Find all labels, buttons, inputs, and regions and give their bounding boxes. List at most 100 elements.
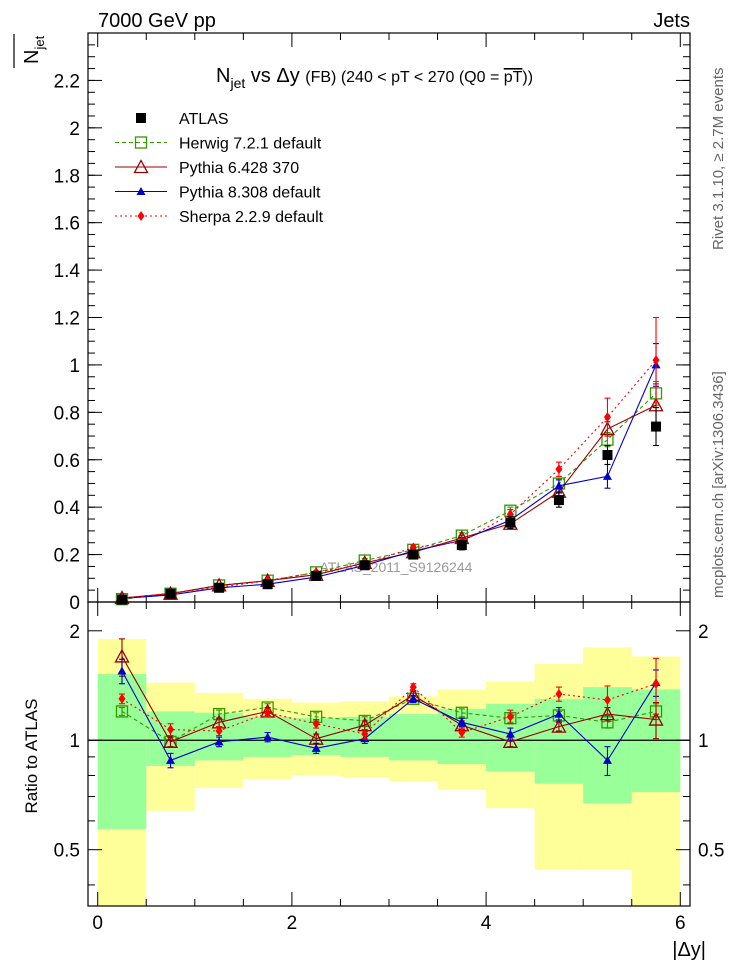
data-point xyxy=(599,706,616,721)
data-point xyxy=(117,666,127,675)
y-tick-label: 1.4 xyxy=(54,261,81,282)
legend-item: Sherpa 2.2.9 default xyxy=(115,209,324,226)
data-point xyxy=(167,724,175,735)
data-point xyxy=(652,678,660,689)
y-tick-label: 0 xyxy=(69,593,80,614)
data-point xyxy=(262,579,273,590)
header-left: 7000 GeV pp xyxy=(98,10,216,32)
y-tick-label: 1.8 xyxy=(54,166,80,187)
data-point xyxy=(602,755,612,764)
data-point xyxy=(115,593,129,606)
ratio-y-tick-label-right: 1 xyxy=(698,731,709,752)
y-tick-label: 2 xyxy=(69,119,80,140)
y-tick-label: 1.2 xyxy=(54,309,80,330)
data-point xyxy=(409,682,417,693)
legend-item: ATLAS xyxy=(136,111,229,128)
main-title: Njet vs Δy (FB) (240 < pT < 270 (Q0 = pT… xyxy=(216,65,533,91)
svg-text:Njet: Njet xyxy=(21,35,47,64)
y-tick-label: 1.6 xyxy=(54,214,80,235)
data-point xyxy=(215,726,223,737)
data-point xyxy=(555,464,563,475)
legend-label: Pythia 8.308 default xyxy=(179,185,321,202)
ratio-y-axis-label: Ratio to ATLAS xyxy=(22,699,41,814)
data-point xyxy=(137,211,145,221)
data-point xyxy=(456,540,467,551)
series-line xyxy=(121,670,657,762)
data-point xyxy=(311,570,322,581)
data-point xyxy=(553,495,564,506)
data-point xyxy=(165,588,176,599)
data-point xyxy=(555,689,563,700)
data-point xyxy=(116,594,127,605)
data-point xyxy=(651,421,662,432)
y-tick-label: 0.8 xyxy=(54,403,80,424)
legend-label: Sherpa 2.2.9 default xyxy=(179,209,324,226)
data-point xyxy=(136,187,146,195)
data-point xyxy=(214,582,225,593)
series-line xyxy=(121,364,657,599)
data-point xyxy=(502,733,518,748)
y-tick-label: 1 xyxy=(69,356,80,377)
data-point xyxy=(134,136,148,149)
data-point xyxy=(361,729,369,740)
data-point xyxy=(603,695,611,706)
ratio-panel: 0.5 0.5 1 1 2 2 0 2 4 6 xyxy=(54,601,724,934)
data-point xyxy=(603,412,611,423)
legend-item: Herwig 7.2.1 default xyxy=(115,136,322,153)
data-point xyxy=(648,711,664,726)
series-line xyxy=(121,683,657,735)
y-tick-label: 0.6 xyxy=(54,451,80,472)
data-point xyxy=(551,718,567,733)
y-tick-label: 0.2 xyxy=(54,546,80,567)
data-point xyxy=(214,737,224,746)
y-tick-label: 2.2 xyxy=(54,71,80,92)
legend-label: Herwig 7.2.1 default xyxy=(179,136,322,153)
data-point xyxy=(118,693,126,704)
y-axis-label: Njet xyxy=(21,35,47,64)
data-point xyxy=(506,711,514,722)
data-point xyxy=(602,471,612,480)
data-point xyxy=(408,694,418,703)
analysis-watermark: ATLAS_2011_S9126244 xyxy=(320,559,473,575)
header-right: Jets xyxy=(653,10,690,32)
data-point xyxy=(505,517,516,528)
data-point xyxy=(115,705,129,718)
data-point xyxy=(458,727,466,738)
data-point xyxy=(602,450,613,461)
data-point xyxy=(311,743,321,752)
data-point xyxy=(359,560,370,571)
data-point xyxy=(312,718,320,729)
legend: ATLAS Herwig 7.2.1 default Pythia 6.428 37… xyxy=(115,111,324,226)
legend-item: Pythia 6.428 370 xyxy=(115,159,299,177)
data-point xyxy=(554,709,564,718)
legend-label: Pythia 6.428 370 xyxy=(179,160,299,177)
data-point xyxy=(457,717,467,726)
data-point xyxy=(554,481,564,490)
legend-item: Pythia 8.308 default xyxy=(115,185,321,202)
x-tick-label: 4 xyxy=(481,913,492,934)
main-panel: 0 0.2 0.4 0.6 0.8 1 1.2 1.4 1.6 1.8 2 2.2 xyxy=(54,32,691,614)
data-point xyxy=(652,355,660,366)
x-tick-label: 0 xyxy=(92,913,103,934)
data-point xyxy=(136,113,146,123)
legend-label: ATLAS xyxy=(179,111,229,128)
ratio-y-tick-label: 1 xyxy=(69,731,80,752)
data-point xyxy=(162,733,179,748)
series-line xyxy=(121,698,657,743)
y-tick-label: 0.4 xyxy=(54,498,81,519)
x-tick-label: 6 xyxy=(675,913,686,934)
ratio-y-tick-label: 0.5 xyxy=(54,841,80,862)
mcplots-label: mcplots.cern.ch [arXiv:1306.3436] xyxy=(710,371,727,598)
x-axis-label: |Δy| xyxy=(672,939,706,961)
x-tick-label: 2 xyxy=(287,913,298,934)
band-green xyxy=(389,714,438,761)
data-point xyxy=(408,549,419,560)
data-point xyxy=(263,732,273,741)
data-point xyxy=(133,159,149,174)
ratio-y-tick-label-right: 0.5 xyxy=(698,841,724,862)
ratio-y-tick-label: 2 xyxy=(69,622,80,643)
series-line xyxy=(121,359,657,600)
ratio-y-tick-label-right: 2 xyxy=(698,622,709,643)
series-line xyxy=(121,404,657,599)
